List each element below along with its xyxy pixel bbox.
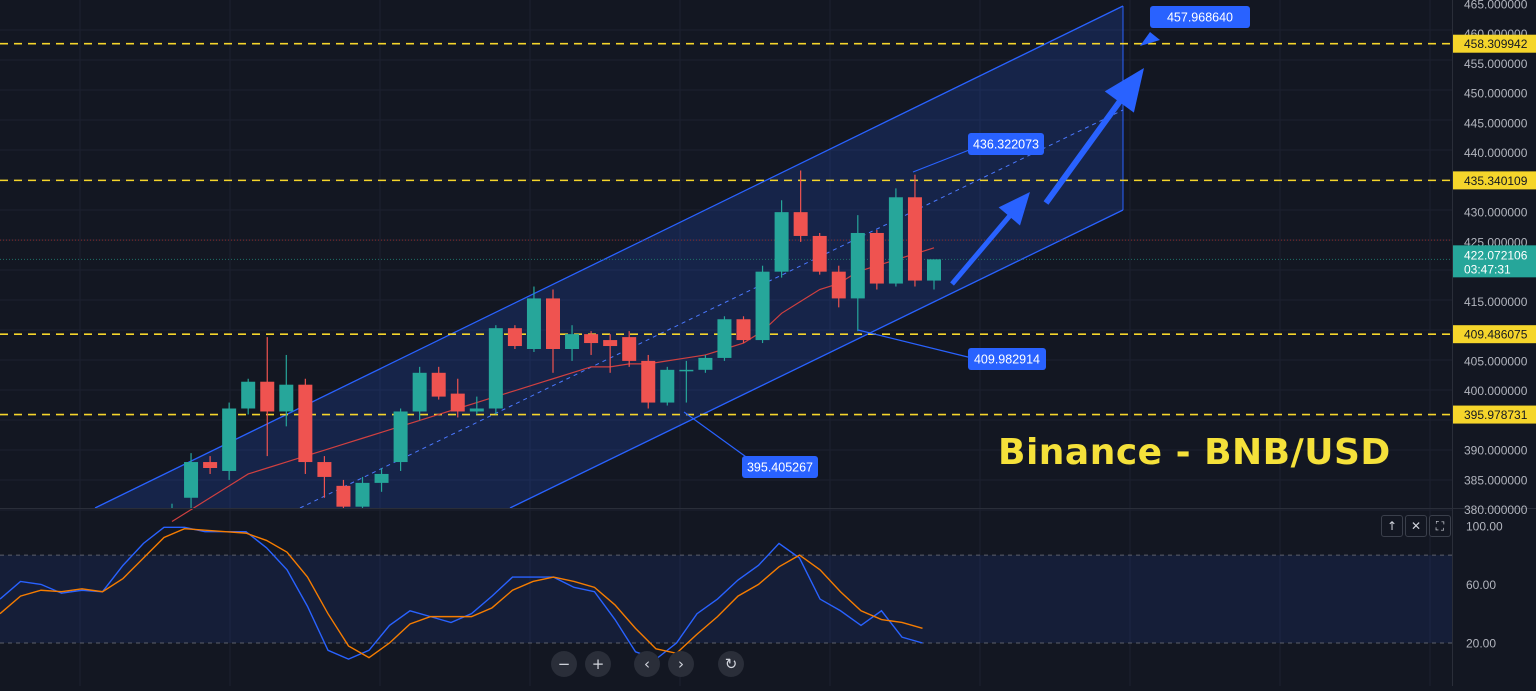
candle-body <box>431 372 446 397</box>
oscillator-tick-label: 20.00 <box>1466 637 1496 651</box>
channel-median-line <box>299 109 1124 509</box>
level-tag-label: 395.978731 <box>1464 408 1528 422</box>
candle-body <box>317 462 332 477</box>
level-tag-label: 458.309942 <box>1464 37 1528 51</box>
current-price-label: 422.072106 <box>1464 248 1528 262</box>
candle-body <box>679 369 694 372</box>
candle-body <box>698 357 713 370</box>
current-price-tag <box>1453 245 1536 278</box>
candles <box>171 170 941 508</box>
candle-body <box>507 328 522 347</box>
candle-body <box>793 212 808 236</box>
annotation-label-box <box>1150 6 1250 28</box>
candle-body <box>831 271 846 299</box>
candle-body <box>260 381 275 412</box>
annotation-label: 395.405267 <box>747 461 813 475</box>
candle-body <box>755 271 770 341</box>
price-tick-label: 390.000000 <box>1464 444 1528 458</box>
price-tick-label: 445.000000 <box>1464 116 1528 130</box>
oscillator-d-line <box>0 528 923 659</box>
price-tick-label: 440.000000 <box>1464 146 1528 160</box>
candle-body <box>488 328 503 409</box>
candle-body <box>907 197 922 281</box>
candle-body <box>241 381 256 409</box>
candle-body <box>355 482 370 507</box>
candle-body <box>450 393 465 412</box>
trend-arrow-large <box>1043 68 1144 205</box>
level-tag-box <box>1453 405 1536 424</box>
price-tick-label: 385.000000 <box>1464 473 1528 487</box>
price-axis: 465.000000460.000000455.000000450.000000… <box>1453 0 1536 651</box>
candle-body <box>565 334 580 349</box>
price-tick-label: 430.000000 <box>1464 206 1528 220</box>
candle-body <box>222 408 237 471</box>
candle-body <box>603 340 618 347</box>
candle-body <box>336 485 351 507</box>
price-tick-label: 415.000000 <box>1464 295 1528 309</box>
zoom-in-button[interactable]: + <box>585 651 611 677</box>
scroll-left-button[interactable]: ‹ <box>634 651 660 677</box>
price-tick-label: 380.000000 <box>1464 503 1528 517</box>
candle-body <box>184 462 199 498</box>
annotation-label: 436.322073 <box>973 138 1039 152</box>
channel-upper-line <box>94 5 1124 509</box>
price-tick-label: 450.000000 <box>1464 87 1528 101</box>
level-tag-box <box>1453 325 1536 344</box>
candle-body <box>869 232 884 284</box>
candle-body <box>584 334 599 344</box>
chart-title: Binance - BNB/USD <box>998 432 1391 473</box>
trend-arrow-small <box>950 192 1030 286</box>
candle-body <box>622 337 637 361</box>
pane-maximize-button[interactable]: ⛶ <box>1429 515 1451 537</box>
candle-body <box>412 372 427 412</box>
pane-up-button[interactable]: ↑ <box>1381 515 1403 537</box>
candle-body <box>641 360 656 403</box>
level-tag-label: 435.340109 <box>1464 174 1528 188</box>
candle-body <box>203 462 218 468</box>
candle-body <box>279 384 294 412</box>
level-tag-label: 409.486075 <box>1464 328 1528 342</box>
candle-body <box>546 298 560 349</box>
candle-body <box>850 232 865 299</box>
candle-body <box>393 411 408 463</box>
candle-body <box>927 259 941 281</box>
annotation-leader-line <box>857 329 981 361</box>
oscillator-k-line <box>0 526 923 660</box>
price-tick-label: 405.000000 <box>1464 354 1528 368</box>
zoom-out-button[interactable]: − <box>551 651 577 677</box>
price-tick-label: 465.000000 <box>1464 0 1528 11</box>
countdown-label: 03:47:31 <box>1464 262 1511 276</box>
candle-body <box>717 319 732 358</box>
annotation-label-box <box>968 133 1044 155</box>
price-tick-label: 400.000000 <box>1464 384 1528 398</box>
oscillator-tick-label: 100.00 <box>1466 519 1503 533</box>
level-tag-box <box>1453 34 1536 53</box>
oscillator-band <box>0 555 1452 643</box>
candle-body <box>736 319 751 341</box>
candle-body <box>526 298 541 349</box>
candle-body <box>812 235 827 272</box>
candle-body <box>888 197 903 284</box>
scroll-right-button[interactable]: › <box>668 651 694 677</box>
candle-body <box>298 384 313 463</box>
reset-chart-button[interactable]: ↻ <box>718 651 744 677</box>
candle-body <box>469 408 484 412</box>
label-pointer <box>1140 32 1160 46</box>
oscillator-tick-label: 60.00 <box>1466 578 1496 592</box>
annotation-label-box <box>968 348 1046 370</box>
candle-body <box>374 473 389 483</box>
annotation-label-box <box>742 456 818 478</box>
annotation-label: 409.982914 <box>974 353 1040 367</box>
annotation-label: 457.968640 <box>1167 11 1233 25</box>
price-tick-label: 455.000000 <box>1464 57 1528 71</box>
level-tag-box <box>1453 171 1536 190</box>
candle-body <box>660 369 675 403</box>
candle-body <box>774 212 789 272</box>
pane-close-button[interactable]: ✕ <box>1405 515 1427 537</box>
